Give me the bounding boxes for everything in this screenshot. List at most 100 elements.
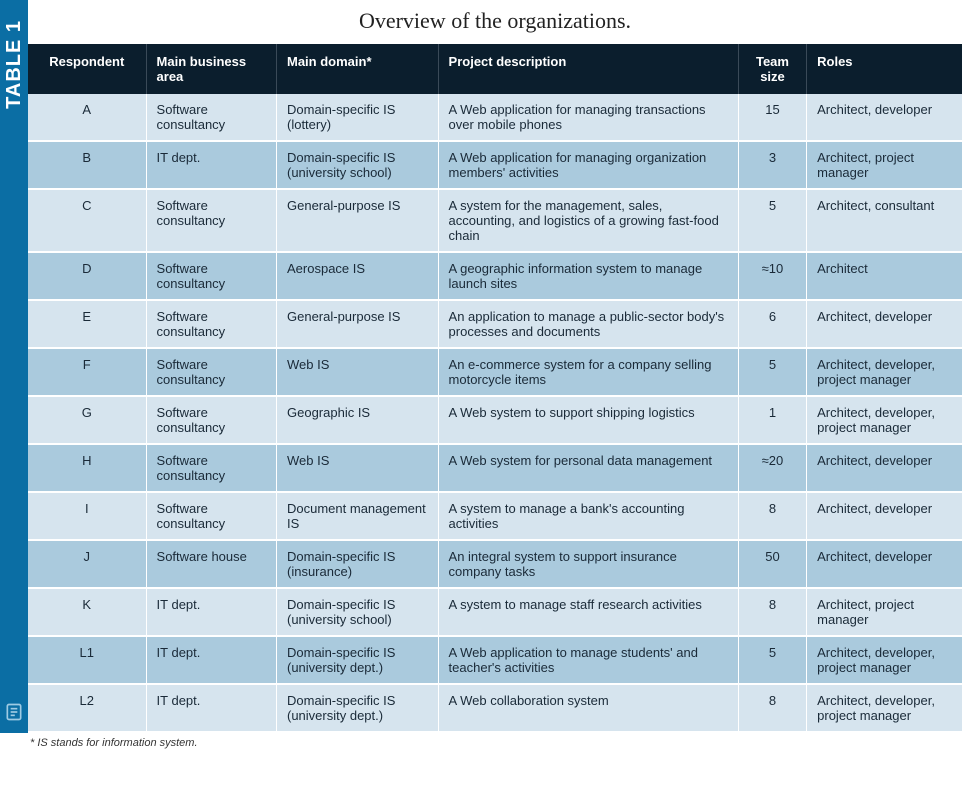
- cell-respondent: C: [28, 189, 146, 252]
- col-header-respondent: Respondent: [28, 44, 146, 94]
- cell-team: 6: [738, 300, 806, 348]
- cell-business: IT dept.: [146, 141, 276, 189]
- cell-roles: Architect, developer: [807, 94, 962, 141]
- table-header: Respondent Main business area Main domai…: [28, 44, 962, 94]
- cell-roles: Architect, developer: [807, 492, 962, 540]
- cell-description: A Web system for personal data managemen…: [438, 444, 738, 492]
- cell-business: Software consultancy: [146, 396, 276, 444]
- cell-roles: Architect, developer, project manager: [807, 396, 962, 444]
- cell-business: Software consultancy: [146, 94, 276, 141]
- cell-domain: Domain-specific IS (university dept.): [277, 636, 439, 684]
- cell-roles: Architect, project manager: [807, 141, 962, 189]
- table-row: KIT dept.Domain-specific IS (university …: [28, 588, 962, 636]
- cell-team: 3: [738, 141, 806, 189]
- cell-business: Software consultancy: [146, 492, 276, 540]
- cell-respondent: I: [28, 492, 146, 540]
- cell-roles: Architect, developer: [807, 300, 962, 348]
- cell-description: A Web collaboration system: [438, 684, 738, 732]
- cell-business: Software consultancy: [146, 300, 276, 348]
- col-header-roles: Roles: [807, 44, 962, 94]
- cell-roles: Architect: [807, 252, 962, 300]
- cell-respondent: E: [28, 300, 146, 348]
- table-row: ESoftware consultancyGeneral-purpose ISA…: [28, 300, 962, 348]
- cell-team: ≈10: [738, 252, 806, 300]
- cell-team: 5: [738, 636, 806, 684]
- cell-business: Software consultancy: [146, 252, 276, 300]
- table-row: CSoftware consultancyGeneral-purpose ISA…: [28, 189, 962, 252]
- table-row: JSoftware houseDomain-specific IS (insur…: [28, 540, 962, 588]
- cell-description: A Web application to manage students' an…: [438, 636, 738, 684]
- col-header-description: Project description: [438, 44, 738, 94]
- cell-team: 8: [738, 588, 806, 636]
- cell-domain: Domain-specific IS (insurance): [277, 540, 439, 588]
- cell-respondent: J: [28, 540, 146, 588]
- cell-description: An e-commerce system for a company selli…: [438, 348, 738, 396]
- table-row: FSoftware consultancyWeb ISAn e-commerce…: [28, 348, 962, 396]
- cell-domain: General-purpose IS: [277, 300, 439, 348]
- cell-business: IT dept.: [146, 636, 276, 684]
- cell-description: An application to manage a public-sector…: [438, 300, 738, 348]
- cell-business: IT dept.: [146, 684, 276, 732]
- table-row: ASoftware consultancyDomain-specific IS …: [28, 94, 962, 141]
- cell-description: A Web system to support shipping logisti…: [438, 396, 738, 444]
- cell-team: 8: [738, 684, 806, 732]
- cell-team: ≈20: [738, 444, 806, 492]
- table-number-label: TABLE 1: [3, 20, 26, 109]
- table-footnote: * IS stands for information system.: [0, 733, 962, 749]
- table-body: ASoftware consultancyDomain-specific IS …: [28, 94, 962, 732]
- cell-description: A system for the management, sales, acco…: [438, 189, 738, 252]
- cell-domain: General-purpose IS: [277, 189, 439, 252]
- cell-respondent: A: [28, 94, 146, 141]
- cell-domain: Domain-specific IS (university dept.): [277, 684, 439, 732]
- cell-team: 5: [738, 348, 806, 396]
- cell-roles: Architect, developer, project manager: [807, 684, 962, 732]
- cell-roles: Architect, project manager: [807, 588, 962, 636]
- cell-roles: Architect, consultant: [807, 189, 962, 252]
- table-row: L1IT dept.Domain-specific IS (university…: [28, 636, 962, 684]
- cell-domain: Domain-specific IS (university school): [277, 588, 439, 636]
- col-header-team: Team size: [738, 44, 806, 94]
- cell-respondent: D: [28, 252, 146, 300]
- cell-roles: Architect, developer, project manager: [807, 348, 962, 396]
- cell-respondent: L2: [28, 684, 146, 732]
- cell-roles: Architect, developer: [807, 444, 962, 492]
- sidebar: TABLE 1: [0, 0, 28, 733]
- col-header-business: Main business area: [146, 44, 276, 94]
- cell-description: A geographic information system to manag…: [438, 252, 738, 300]
- table-row: BIT dept.Domain-specific IS (university …: [28, 141, 962, 189]
- cell-description: A Web application for managing transacti…: [438, 94, 738, 141]
- page-wrap: TABLE 1 Overview of the organizations. R…: [0, 0, 962, 733]
- cell-team: 5: [738, 189, 806, 252]
- table-row: ISoftware consultancyDocument management…: [28, 492, 962, 540]
- cell-respondent: K: [28, 588, 146, 636]
- cell-respondent: B: [28, 141, 146, 189]
- cell-respondent: F: [28, 348, 146, 396]
- cell-business: Software consultancy: [146, 189, 276, 252]
- cell-domain: Domain-specific IS (lottery): [277, 94, 439, 141]
- cell-domain: Web IS: [277, 444, 439, 492]
- cell-team: 15: [738, 94, 806, 141]
- main-content: Overview of the organizations. Responden…: [28, 0, 962, 733]
- cell-business: IT dept.: [146, 588, 276, 636]
- table-row: HSoftware consultancyWeb ISA Web system …: [28, 444, 962, 492]
- cell-description: A Web application for managing organizat…: [438, 141, 738, 189]
- cell-business: Software house: [146, 540, 276, 588]
- cell-description: A system to manage a bank's accounting a…: [438, 492, 738, 540]
- col-header-domain: Main domain*: [277, 44, 439, 94]
- cell-domain: Geographic IS: [277, 396, 439, 444]
- table-row: GSoftware consultancyGeographic ISA Web …: [28, 396, 962, 444]
- cell-domain: Document management IS: [277, 492, 439, 540]
- cell-roles: Architect, developer, project manager: [807, 636, 962, 684]
- cell-respondent: G: [28, 396, 146, 444]
- organizations-table: Respondent Main business area Main domai…: [28, 44, 962, 733]
- cell-domain: Aerospace IS: [277, 252, 439, 300]
- cell-roles: Architect, developer: [807, 540, 962, 588]
- cell-description: A system to manage staff research activi…: [438, 588, 738, 636]
- cell-business: Software consultancy: [146, 444, 276, 492]
- table-row: L2IT dept.Domain-specific IS (university…: [28, 684, 962, 732]
- cell-team: 8: [738, 492, 806, 540]
- cell-team: 50: [738, 540, 806, 588]
- cell-domain: Domain-specific IS (university school): [277, 141, 439, 189]
- cell-domain: Web IS: [277, 348, 439, 396]
- cell-team: 1: [738, 396, 806, 444]
